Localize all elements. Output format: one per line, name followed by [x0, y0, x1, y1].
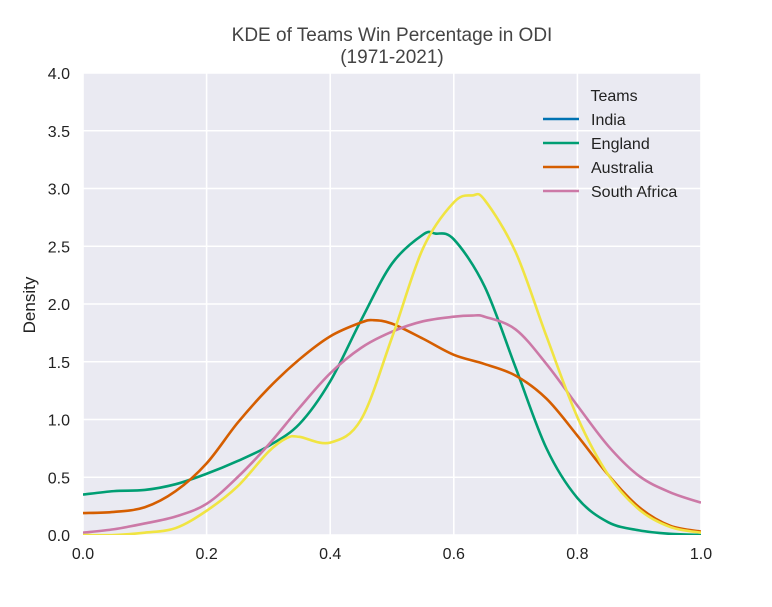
y-tick-label: 1.5 [48, 355, 70, 372]
legend-title: Teams [590, 88, 637, 105]
series-line-england [83, 230, 701, 535]
chart-subtitle: (1971-2021) [340, 47, 444, 68]
series-line-south-africa [83, 313, 701, 534]
chart-title: KDE of Teams Win Percentage in ODI [232, 25, 553, 46]
y-tick-label: 3.0 [48, 182, 70, 199]
y-tick-label: 1.0 [48, 413, 70, 430]
y-tick-label: 0.0 [48, 528, 70, 545]
x-tick-label: 1.0 [690, 546, 712, 563]
legend: Teams India England Australia South Africa [543, 88, 677, 201]
plot-area: 0.0 0.2 0.4 0.6 0.8 1.0 0.0 0.5 1.0 1.5 2.0 2.5 3.0 3… [48, 66, 712, 563]
x-tick-label: 0.0 [72, 546, 94, 563]
legend-label-south-africa: South Africa [591, 184, 677, 201]
y-tick-label: 4.0 [48, 66, 70, 83]
y-axis-label: Density [20, 276, 39, 333]
x-tick-label: 0.8 [566, 546, 588, 563]
legend-label-england: England [591, 136, 650, 153]
x-tick-label: 0.2 [195, 546, 217, 563]
y-tick-label: 0.5 [48, 470, 70, 487]
legend-label-india: India [591, 112, 626, 129]
series-line-australia [83, 318, 701, 533]
x-tick-label: 0.6 [443, 546, 465, 563]
x-tick-label: 0.4 [319, 546, 341, 563]
y-tick-label: 2.0 [48, 297, 70, 314]
y-tick-label: 3.5 [48, 124, 70, 141]
legend-label-australia: Australia [591, 160, 653, 177]
y-tick-label: 2.5 [48, 239, 70, 256]
series-line-unlabeled [83, 192, 701, 535]
